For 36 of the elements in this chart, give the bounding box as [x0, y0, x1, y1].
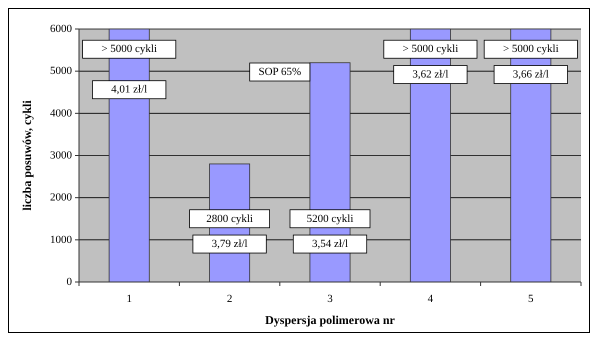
y-tick-label: 2000 — [50, 192, 72, 204]
y-tick-label: 5000 — [50, 65, 72, 78]
note-box: > 5000 cykli — [484, 40, 578, 59]
y-axis-title: liczba posuwów, cykli — [20, 100, 34, 211]
x-tick-label: 1 — [126, 293, 132, 305]
note-box: 3,54 zł/l — [292, 234, 368, 254]
note-box: 2800 cykli — [189, 209, 270, 228]
note-box: 3,62 zł/l — [393, 65, 468, 84]
annotation: 3,62 zł/l — [412, 68, 448, 81]
y-tick-label: 0 — [66, 276, 72, 288]
annotation: > 5000 cykli — [101, 43, 158, 56]
x-tick-label: 5 — [528, 293, 534, 305]
annotation: SOP 65% — [258, 66, 302, 78]
x-tick-label: 3 — [327, 293, 334, 305]
note-box: SOP 65% — [249, 62, 310, 82]
note-box: 3,79 zł/l — [192, 234, 267, 254]
y-tick-label: 6000 — [50, 23, 72, 35]
note-box: 5200 cykli — [290, 209, 370, 228]
annotation: 3,79 zł/l — [212, 238, 248, 250]
annotation: 5200 cykli — [306, 212, 354, 225]
y-tick-label: 4000 — [50, 107, 72, 120]
annotation: 2800 cykli — [206, 212, 253, 225]
y-tick-label: 1000 — [50, 234, 72, 246]
y-tick-label: 3000 — [50, 150, 72, 162]
note-box: 3,66 zł/l — [494, 65, 568, 84]
x-tick-label: 2 — [226, 293, 232, 305]
x-axis-title: Dyspersja polimerowa nr — [265, 313, 396, 327]
annotation: 3,66 zł/l — [512, 68, 549, 81]
note-box: > 5000 cykli — [82, 40, 176, 59]
annotation: > 5000 cykli — [502, 43, 559, 56]
note-box: 4,01 zł/l — [92, 80, 166, 100]
note-box: > 5000 cykli — [383, 40, 478, 59]
annotation: > 5000 cykli — [402, 43, 458, 56]
x-tick-label: 4 — [428, 293, 434, 305]
annotation: 3,54 zł/l — [312, 238, 348, 250]
annotation: 4,01 zł/l — [111, 84, 148, 96]
